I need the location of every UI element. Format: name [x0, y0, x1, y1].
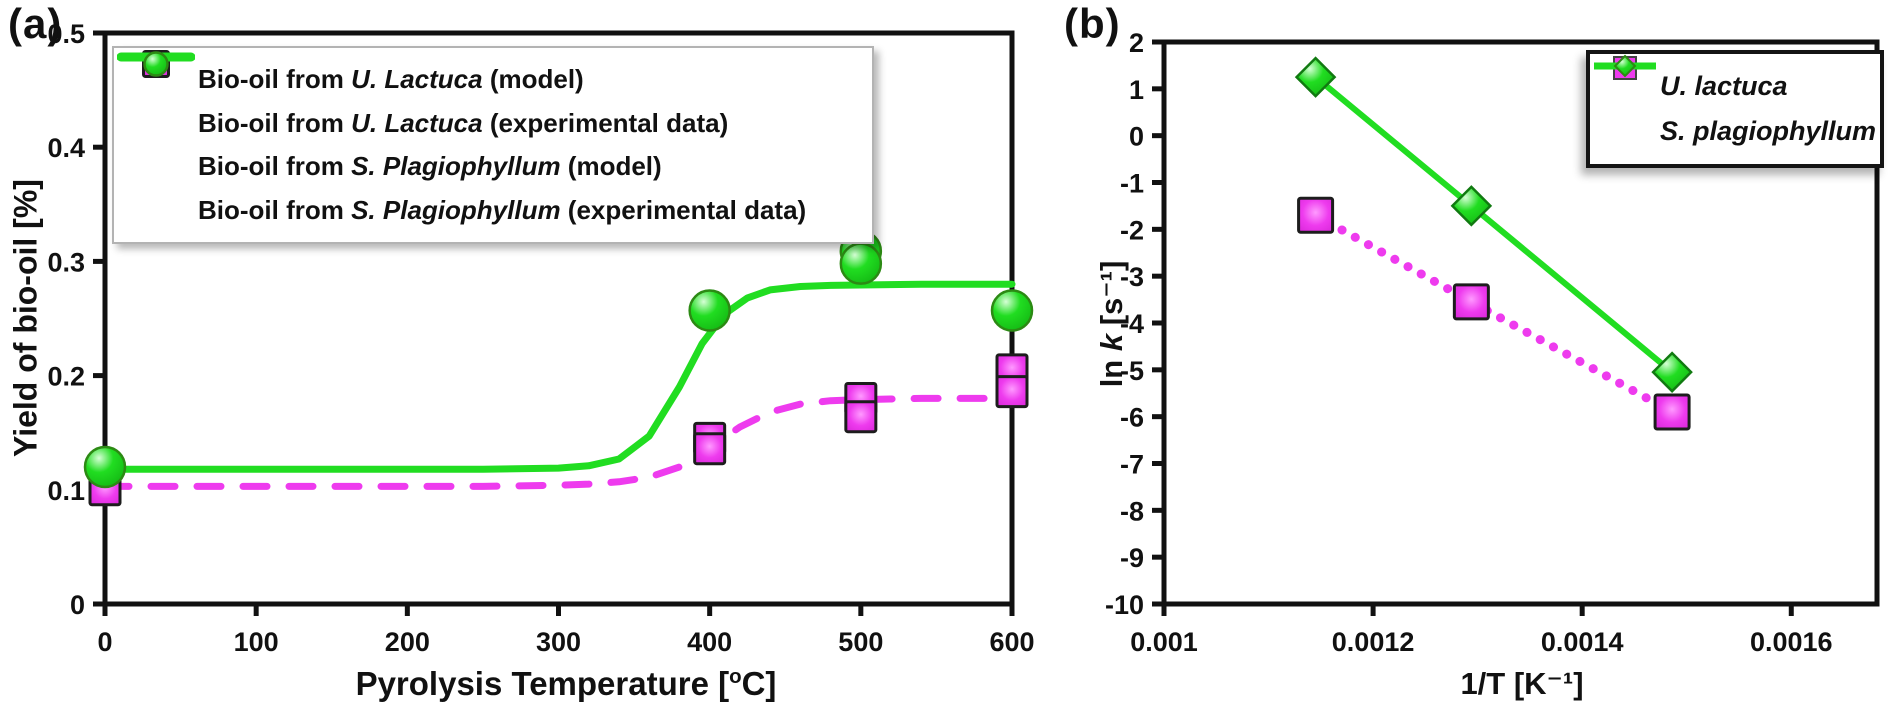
series-markers: [83, 229, 1034, 489]
svg-text:0.5: 0.5: [47, 19, 85, 49]
svg-text:0.3: 0.3: [47, 247, 85, 277]
legend-item-sp-experimental: Bio-oil from S. Plagiophyllum (experimen…: [114, 51, 872, 226]
series-markers: [1297, 196, 1691, 431]
svg-text:0: 0: [97, 627, 112, 657]
series-line: [101, 280, 1016, 473]
svg-text:2: 2: [1129, 28, 1144, 58]
svg-text:-3: -3: [1120, 262, 1144, 292]
panel-a-legend: Bio-oil from U. Lactuca (model) Bio-oil …: [112, 46, 874, 244]
panel-a-label: (a): [8, 0, 63, 47]
legend-item-sp: S. plagiophyllum: [1590, 54, 1880, 147]
svg-text:0.2: 0.2: [47, 362, 85, 392]
svg-text:0.0012: 0.0012: [1332, 627, 1415, 657]
svg-text:0.001: 0.001: [1130, 627, 1198, 657]
legend-item-ul-model: Bio-oil from U. Lactuca (model): [117, 52, 584, 95]
panel-b-label: (b): [1064, 0, 1121, 47]
legend-item-ul-experimental: Bio-oil from U. Lactuca (experimental da…: [114, 50, 872, 139]
svg-text:-1: -1: [1120, 169, 1144, 199]
y-axis-ticks: 0 0.1 0.2 0.3 0.4 0.5: [47, 19, 103, 620]
svg-text:400: 400: [687, 627, 732, 657]
panel-b-x-axis-title: 1/T [K⁻¹]: [1460, 666, 1584, 701]
svg-text:0.4: 0.4: [47, 133, 85, 163]
svg-text:300: 300: [536, 627, 581, 657]
x-axis-ticks: 0 100 200 300 400 500 600: [97, 606, 1035, 657]
series-line: [1311, 210, 1677, 417]
svg-text:-4: -4: [1120, 309, 1144, 339]
panel-b-plot: 0.001 0.0012 0.0014 0.0016 2 1 0 -1 -2 -3 -4 -5 -6 -7…: [1105, 28, 1880, 657]
svg-text:0: 0: [70, 590, 85, 620]
panel-a-plot: 0 100 200 300 400 500 600 0 0.1 0.2 0.3 0.4 0.5: [47, 19, 1035, 657]
svg-text:500: 500: [838, 627, 883, 657]
svg-text:0.0016: 0.0016: [1750, 627, 1833, 657]
series-markers: [1294, 56, 1693, 393]
svg-text:0.0014: 0.0014: [1541, 627, 1624, 657]
y-axis-ticks: 2 1 0 -1 -2 -3 -4 -5 -6 -7 -8 -9 -10: [1105, 28, 1162, 620]
x-axis-ticks: 0.001 0.0012 0.0014 0.0016: [1130, 606, 1833, 657]
svg-text:0.1: 0.1: [47, 476, 85, 506]
plot-frame: [1161, 39, 1880, 607]
svg-text:-7: -7: [1120, 450, 1144, 480]
svg-text:-5: -5: [1120, 356, 1144, 386]
svg-text:-2: -2: [1120, 215, 1144, 245]
legend-item-sp-model: Bio-oil from S. Plagiophyllum (model): [117, 52, 662, 182]
panel-a-x-axis-title: Pyrolysis Temperature [oC]: [355, 665, 777, 702]
svg-text:200: 200: [385, 627, 430, 657]
svg-text:-9: -9: [1120, 543, 1144, 573]
svg-text:0: 0: [1129, 122, 1144, 152]
svg-text:600: 600: [989, 627, 1034, 657]
svg-text:1: 1: [1129, 75, 1144, 105]
svg-text:-10: -10: [1105, 590, 1144, 620]
series-markers: [88, 353, 1029, 507]
svg-text:100: 100: [234, 627, 279, 657]
panel-b-legend: U. lactuca S. plagiophyllum: [1586, 50, 1884, 168]
svg-text:-6: -6: [1120, 403, 1144, 433]
svg-text:-8: -8: [1120, 496, 1144, 526]
